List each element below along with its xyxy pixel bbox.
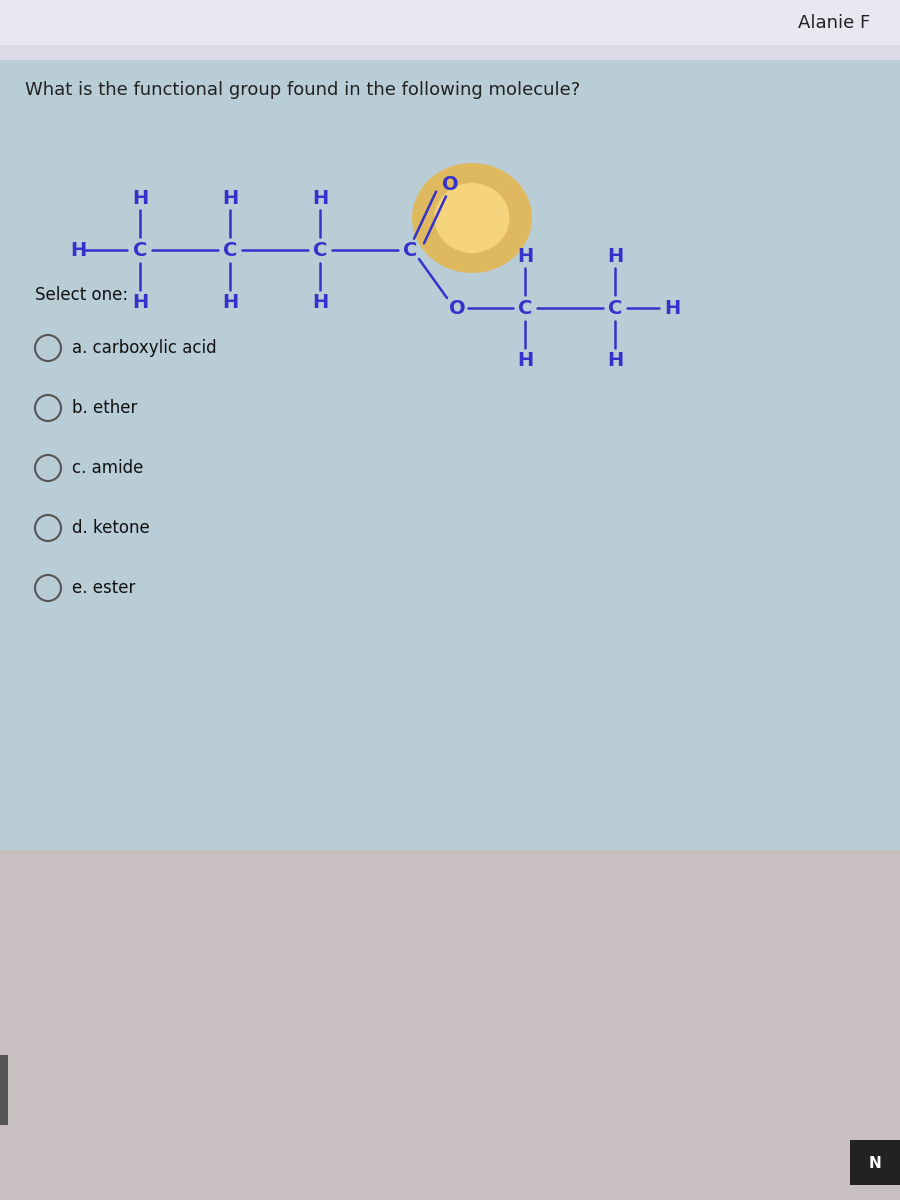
- Text: Select one:: Select one:: [35, 286, 128, 304]
- FancyBboxPatch shape: [0, 0, 900, 44]
- Text: C: C: [223, 240, 238, 259]
- Text: a. carboxylic acid: a. carboxylic acid: [72, 338, 217, 358]
- Text: H: H: [312, 293, 328, 312]
- Text: H: H: [132, 293, 148, 312]
- Text: b. ether: b. ether: [72, 398, 138, 416]
- FancyBboxPatch shape: [0, 1055, 8, 1126]
- Text: O: O: [442, 175, 458, 194]
- FancyBboxPatch shape: [0, 60, 900, 850]
- Ellipse shape: [435, 182, 509, 253]
- Text: O: O: [449, 299, 465, 318]
- Text: What is the functional group found in the following molecule?: What is the functional group found in th…: [25, 80, 580, 98]
- Text: c. amide: c. amide: [72, 458, 143, 476]
- Text: C: C: [403, 240, 418, 259]
- Text: H: H: [517, 246, 533, 265]
- Text: H: H: [607, 246, 623, 265]
- Text: H: H: [222, 188, 239, 208]
- Text: d. ketone: d. ketone: [72, 518, 149, 538]
- Text: C: C: [313, 240, 328, 259]
- Text: C: C: [518, 299, 532, 318]
- Text: H: H: [664, 299, 680, 318]
- FancyBboxPatch shape: [0, 850, 900, 1200]
- FancyBboxPatch shape: [0, 0, 900, 60]
- Text: H: H: [70, 240, 86, 259]
- FancyBboxPatch shape: [850, 1140, 900, 1186]
- Text: Alanie F: Alanie F: [797, 14, 870, 32]
- Ellipse shape: [412, 163, 532, 272]
- Text: C: C: [608, 299, 622, 318]
- Text: H: H: [222, 293, 239, 312]
- Text: H: H: [517, 350, 533, 370]
- Text: e. ester: e. ester: [72, 578, 135, 596]
- Text: H: H: [312, 188, 328, 208]
- Text: H: H: [607, 350, 623, 370]
- Text: N: N: [868, 1156, 881, 1170]
- Text: C: C: [133, 240, 148, 259]
- Text: H: H: [132, 188, 148, 208]
